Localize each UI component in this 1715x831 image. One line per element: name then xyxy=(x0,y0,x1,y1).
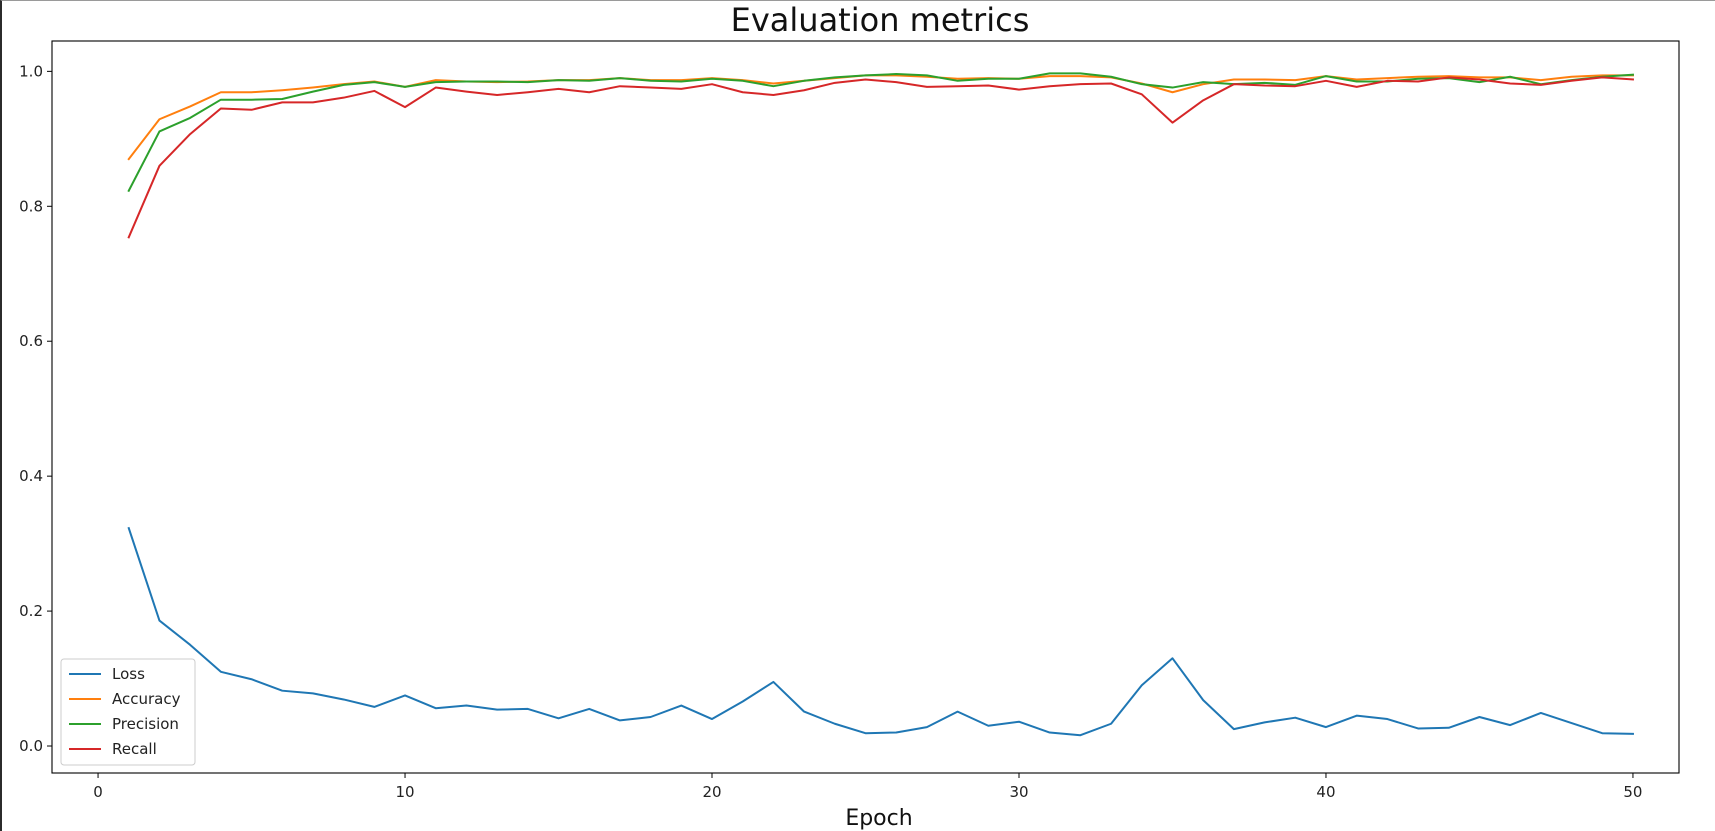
x-tick-label: 20 xyxy=(702,783,721,801)
plot-area-frame xyxy=(51,40,1680,774)
y-tick-label: 0.0 xyxy=(19,737,43,755)
legend-label-loss: Loss xyxy=(112,665,145,683)
x-tick-label: 0 xyxy=(93,783,103,801)
series-line-accuracy xyxy=(127,74,1634,161)
x-tick-label: 10 xyxy=(395,783,414,801)
x-tick-label: 40 xyxy=(1316,783,1335,801)
x-tick-label: 30 xyxy=(1009,783,1028,801)
legend-label-recall: Recall xyxy=(112,740,157,758)
series-line-recall xyxy=(127,76,1635,239)
ticks-layer: 0 10 20 30 40 50 0.0 0.2 0.4 0.6 0.8 1.0 xyxy=(19,62,1642,801)
y-tick-label: 0.2 xyxy=(19,602,43,620)
legend-label-precision: Precision xyxy=(112,715,179,733)
series-layer xyxy=(127,72,1635,737)
y-tick-label: 0.8 xyxy=(19,197,43,215)
series-line-loss xyxy=(127,526,1634,737)
legend-label-accuracy: Accuracy xyxy=(112,690,181,708)
y-tick-label: 0.6 xyxy=(19,332,43,350)
y-tick-label: 0.4 xyxy=(19,467,43,485)
y-tick-label: 1.0 xyxy=(19,62,43,80)
legend-box xyxy=(60,658,196,766)
x-tick-label: 50 xyxy=(1623,783,1642,801)
legend: Loss Accuracy Precision Recall xyxy=(60,658,196,766)
chart-title: Evaluation metrics xyxy=(731,1,1030,39)
series-line-precision xyxy=(127,72,1635,193)
x-axis-label: Epoch xyxy=(845,806,912,831)
